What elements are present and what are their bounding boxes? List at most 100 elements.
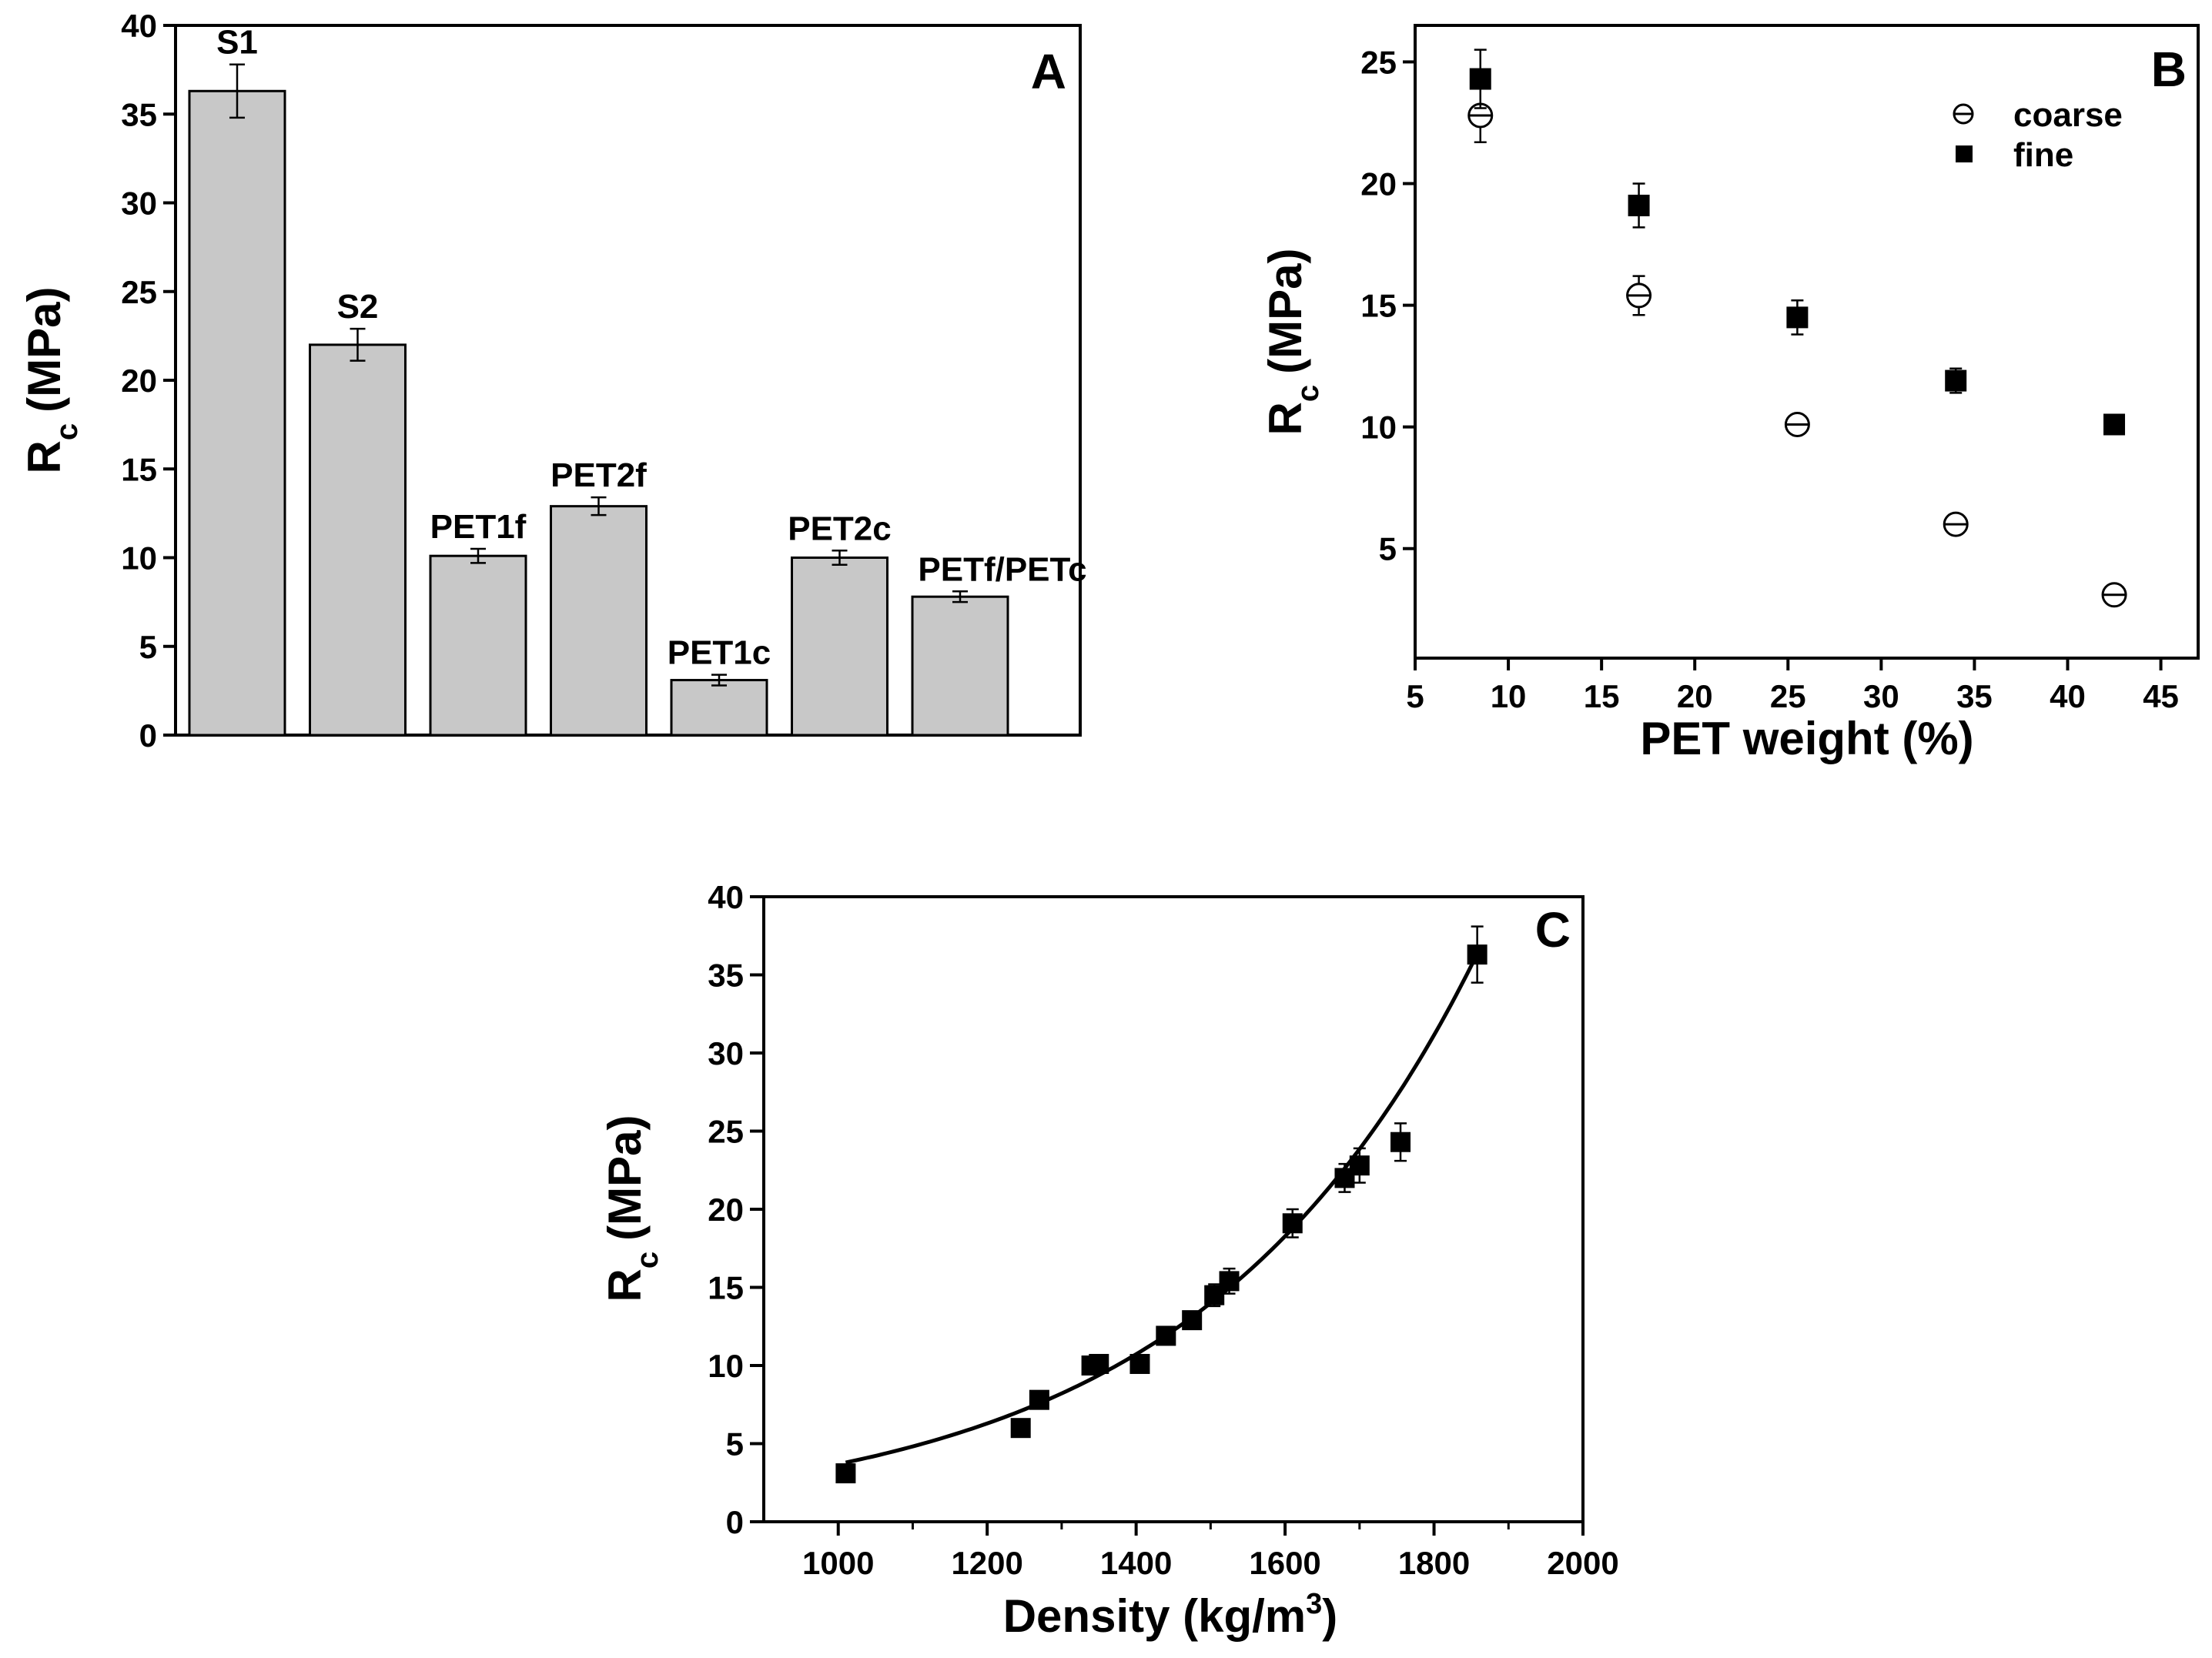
panel-a-y-axis: 0 5 10 15 20 25 30 35 40 <box>121 8 176 754</box>
panel-b-x-tick-label: 30 <box>1863 678 1899 714</box>
panel-c-scatter-chart: 1000 1200 1400 1600 1800 2000 0 5 10 15 20 25 30 35 40… <box>599 879 1619 1642</box>
panel-c-point <box>1349 1155 1370 1176</box>
panel-c-y-title-sub: c <box>631 1252 664 1269</box>
bar-label: S2 <box>337 288 379 326</box>
panel-c-point <box>1129 1353 1150 1374</box>
panel-b-y-tick-label: 20 <box>1360 166 1397 202</box>
panel-b-fine-point <box>1945 369 1967 392</box>
bar-s1 <box>188 89 286 737</box>
panel-b-x-tick-label: 40 <box>2050 678 2086 714</box>
panel-b-x-tick-label: 25 <box>1770 678 1806 714</box>
panel-c-y-tick-label: 20 <box>708 1192 744 1228</box>
panel-c-y-axis-title: Rc (MPa) <box>599 1115 664 1302</box>
bar-pet1c <box>670 679 768 737</box>
bar-label: PET1c <box>668 634 771 672</box>
panel-c-point <box>1029 1389 1049 1410</box>
panel-c-y-tick-label: 5 <box>726 1426 744 1462</box>
bar-pet1f <box>429 554 527 737</box>
panel-b-x-tick-label: 45 <box>2143 678 2179 714</box>
panel-a-y-tick-label: 35 <box>121 96 157 132</box>
panel-c-x-title-sup: 3 <box>1306 1588 1322 1620</box>
panel-c-y-tick-label: 15 <box>708 1270 744 1306</box>
panel-c-y-tick-label: 25 <box>708 1114 744 1150</box>
panel-c-y-tick-label: 30 <box>708 1035 744 1071</box>
panel-c-x-tick-label: 1000 <box>802 1545 874 1581</box>
panel-c-x-title-prefix: Density (kg/m <box>1003 1590 1306 1642</box>
panel-c-x-tick-label: 1200 <box>951 1545 1022 1581</box>
panel-c-x-title-suffix: ) <box>1322 1590 1337 1642</box>
panel-b-scatter-chart: 5 10 15 20 25 30 35 40 45 5 10 15 20 25 B coarse fine… <box>1260 24 2200 764</box>
bar-label: PET2c <box>788 510 892 547</box>
panel-a-y-tick-label: 25 <box>121 274 157 310</box>
panel-b-y-tick-label: 15 <box>1360 288 1397 324</box>
legend-coarse-label: coarse <box>2013 96 2123 134</box>
panel-b-x-tick-label: 15 <box>1584 678 1620 714</box>
bar-pet2f <box>550 505 648 737</box>
panel-c-point <box>1390 1132 1411 1152</box>
panel-c-point <box>835 1463 856 1484</box>
panel-c-point <box>1010 1418 1031 1439</box>
legend-fine-label: fine <box>2013 136 2073 174</box>
panel-c-y-title-r: R <box>599 1269 651 1302</box>
panel-a-y-title-sub: c <box>50 423 84 440</box>
panel-c-axes: 1000 1200 1400 1600 1800 2000 0 5 10 15 20 25 30 35 40 <box>708 879 1618 1581</box>
panel-b-y-tick-label: 5 <box>1379 531 1397 567</box>
panel-a-y-axis-title: Rc (MPa) <box>18 287 84 474</box>
panel-c-label: C <box>1535 902 1571 958</box>
panel-b-x-tick-label: 20 <box>1677 678 1713 714</box>
panel-b-y-tick-label: 10 <box>1360 409 1397 446</box>
panel-a-bars: S1 S2 PET1f PET2f PET1c PET2c PETf/PETc <box>188 24 1087 737</box>
panel-b-x-tick-label: 5 <box>1406 678 1424 714</box>
panel-c-y-tick-label: 0 <box>726 1504 744 1540</box>
panel-c-point <box>1182 1310 1203 1331</box>
panel-b-fine-point <box>1628 194 1650 216</box>
panel-a-bar-chart: 0 5 10 15 20 25 30 35 40 S1 S2 PET1f PET2f PET1c PET2… <box>18 8 1087 754</box>
bar-label: PET1f <box>430 508 527 546</box>
panel-c-x-tick-label: 1800 <box>1398 1545 1470 1581</box>
panel-c-point <box>1156 1325 1176 1346</box>
panel-b-y-axis-title: Rc (MPa) <box>1260 249 1325 436</box>
panel-b-y-title-sub: c <box>1291 385 1325 402</box>
panel-b-points <box>1467 48 2127 608</box>
panel-a-y-tick-label: 10 <box>121 540 157 577</box>
panel-c-point <box>1089 1353 1109 1374</box>
panel-c-points <box>835 925 1487 1484</box>
bar-label: PET2f <box>550 456 647 494</box>
panel-c-y-tick-label: 10 <box>708 1348 744 1384</box>
bar-label: S1 <box>216 24 258 62</box>
panel-a-y-tick-label: 0 <box>139 717 157 754</box>
bar-label: PETf/PETc <box>918 550 1086 588</box>
panel-c-x-tick-label: 1600 <box>1249 1545 1320 1581</box>
panel-c-x-tick-label: 2000 <box>1547 1545 1618 1581</box>
panel-b-x-tick-label: 10 <box>1491 678 1527 714</box>
panel-b-y-title-r: R <box>1260 402 1311 435</box>
panel-b-fine-point <box>1786 306 1809 329</box>
panel-a-y-tick-label: 20 <box>121 363 157 399</box>
panel-a-y-title-unit: (MPa) <box>18 287 70 413</box>
legend-fine-marker <box>1956 145 1973 162</box>
panel-a-y-title-r: R <box>18 440 70 473</box>
bar-s2 <box>309 343 407 737</box>
panel-a-label: A <box>1031 44 1066 99</box>
panel-c-point <box>1467 944 1487 965</box>
panel-a-y-tick-label: 40 <box>121 8 157 44</box>
panel-c-x-tick-label: 1400 <box>1100 1545 1172 1581</box>
panel-c-point <box>1282 1213 1303 1234</box>
panel-c-y-tick-label: 40 <box>708 879 744 915</box>
panel-b-axes: 5 10 15 20 25 30 35 40 45 5 10 15 20 25 <box>1360 44 2179 714</box>
panel-c-point <box>1219 1271 1240 1292</box>
panel-b-fine-point <box>2103 413 2126 436</box>
panel-b-x-axis-title: PET weight (%) <box>1640 713 1973 764</box>
panel-b-fine-point <box>1469 68 1491 90</box>
bar-petf-petc <box>911 595 1009 737</box>
panel-c-x-axis-title: Density (kg/m3) <box>1003 1588 1338 1642</box>
panel-c-y-title-unit: (MPa) <box>599 1115 651 1241</box>
panel-b-legend: coarse fine <box>1953 96 2123 174</box>
panel-b-frame <box>1414 24 2200 660</box>
panel-a-y-tick-label: 30 <box>121 186 157 222</box>
panel-c-y-tick-label: 35 <box>708 958 744 994</box>
panel-a-y-tick-label: 5 <box>139 629 157 665</box>
panel-b-y-tick-label: 25 <box>1360 44 1397 80</box>
